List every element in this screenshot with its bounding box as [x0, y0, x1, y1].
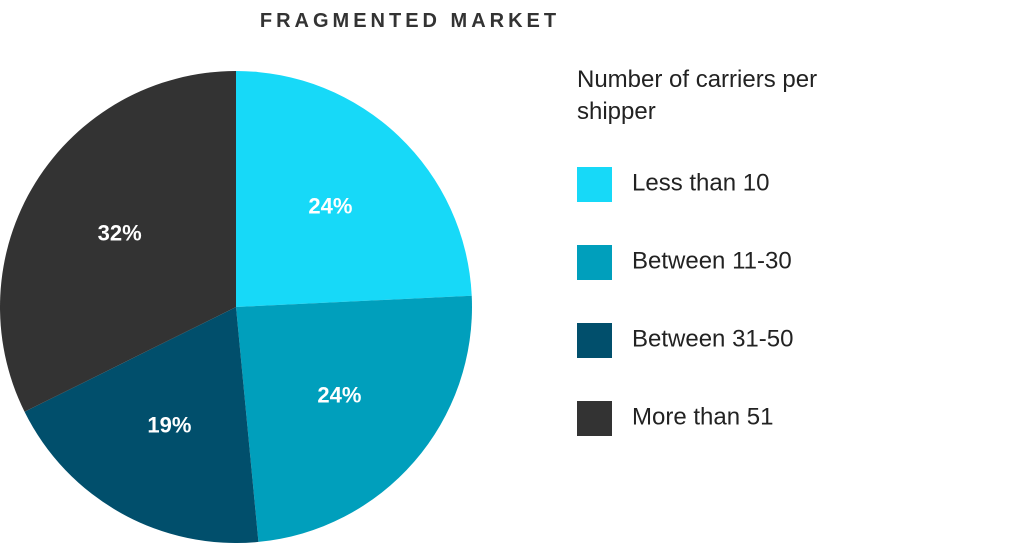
legend-label: Between 11-30: [632, 247, 792, 274]
value-label: 24%: [308, 194, 352, 219]
value-label: 24%: [317, 382, 361, 407]
legend-swatch: [577, 401, 612, 436]
pie-slice: [0, 71, 236, 412]
pie-slice: [24, 307, 259, 543]
legend-swatch: [577, 245, 612, 280]
value-label: 32%: [98, 221, 142, 246]
legend-title: Number of carriers per shipper: [577, 66, 818, 125]
legend-swatch: [577, 167, 612, 202]
legend-swatch: [577, 323, 612, 358]
legend-label: Between 31-50: [632, 325, 793, 352]
legend-label: More than 51: [632, 403, 773, 430]
value-label: 19%: [147, 412, 191, 437]
legend-label: Less than 10: [632, 169, 769, 196]
pie-slice: [236, 295, 472, 542]
chart-title: FRAGMENTED MARKET: [260, 10, 560, 32]
pie-slice: [236, 71, 472, 307]
